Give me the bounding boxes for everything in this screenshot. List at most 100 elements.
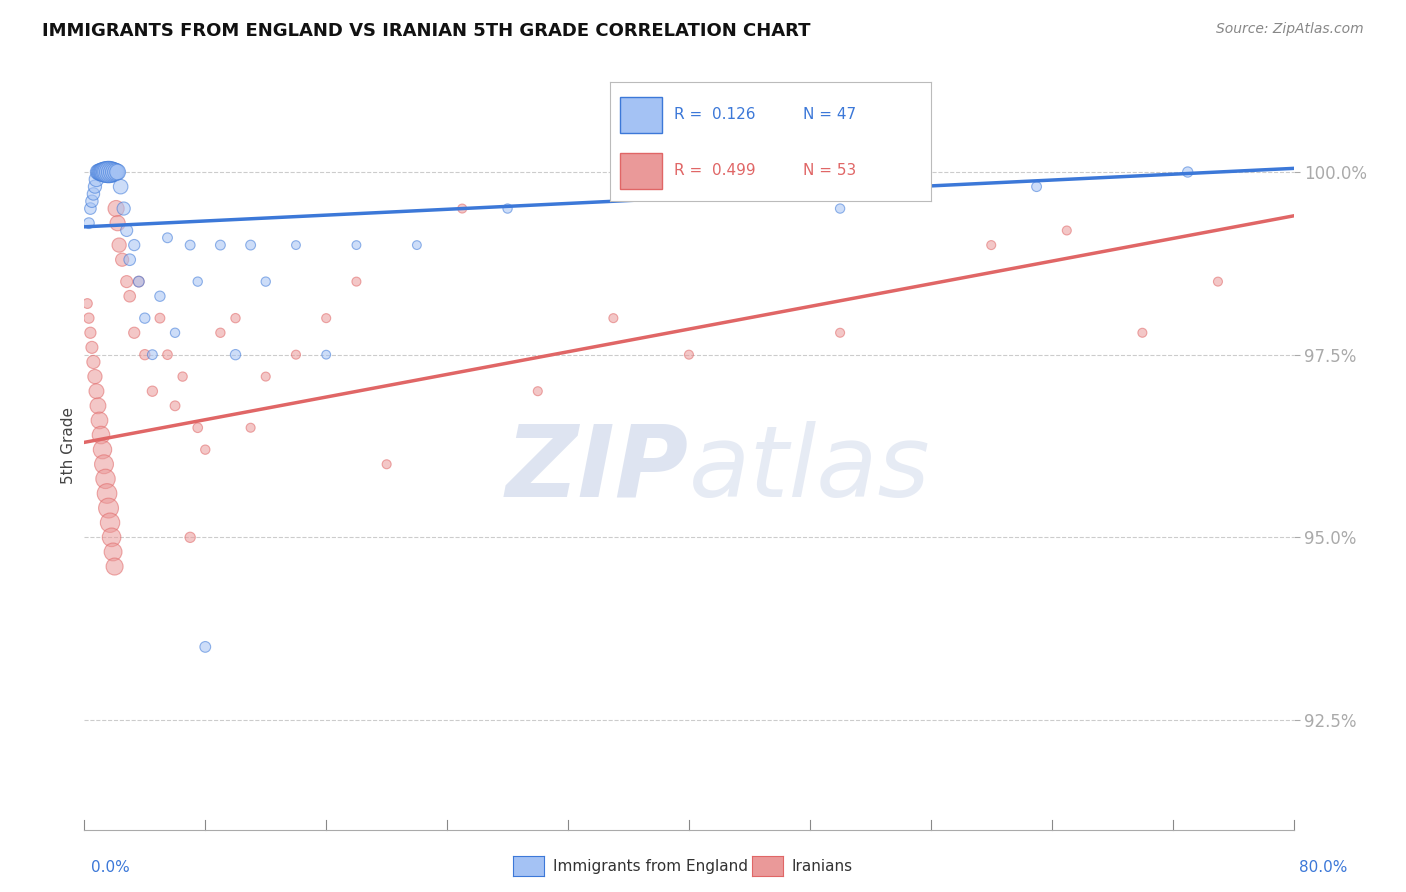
Point [87,399,110,413]
Point [141,384,163,399]
Point [527,384,550,399]
Point [346,275,368,289]
Point [100,530,122,544]
Point [179,238,201,252]
Point [101,165,124,179]
Point [830,202,852,216]
Point [105,202,128,216]
Point [111,252,134,267]
Point [451,202,474,216]
Point [118,252,141,267]
Point [101,545,124,559]
Point [90,165,112,179]
Point [602,311,624,326]
Point [980,238,1002,252]
Point [87,165,110,179]
Point [100,165,122,179]
Point [98,516,121,530]
Point [134,348,156,362]
Point [648,179,671,194]
Point [406,238,429,252]
Point [239,421,262,435]
Point [254,369,277,384]
Point [187,275,209,289]
Text: ZIP: ZIP [506,420,689,517]
Point [315,311,337,326]
Point [375,457,398,471]
Point [678,348,700,362]
Point [115,275,138,289]
Point [97,165,120,179]
Point [77,216,100,230]
Point [86,384,108,399]
Point [110,179,132,194]
Point [141,348,163,362]
Point [285,348,308,362]
Point [194,640,217,654]
Point [239,238,262,252]
Point [76,296,98,310]
Point [156,348,179,362]
Point [122,326,145,340]
Point [107,165,129,179]
Point [128,275,150,289]
Point [134,311,156,326]
Point [1056,223,1078,237]
Point [187,421,209,435]
Point [118,289,141,303]
Point [179,530,201,544]
Point [128,275,150,289]
Point [112,202,135,216]
Text: IMMIGRANTS FROM ENGLAND VS IRANIAN 5TH GRADE CORRELATION CHART: IMMIGRANTS FROM ENGLAND VS IRANIAN 5TH G… [42,22,811,40]
Point [315,348,337,362]
Point [77,311,100,326]
Point [84,179,107,194]
Point [122,238,145,252]
Point [82,355,104,369]
Point [149,311,172,326]
Y-axis label: 5th Grade: 5th Grade [60,408,76,484]
Point [254,275,277,289]
Point [108,238,131,252]
Point [79,202,101,216]
Point [97,501,120,516]
Text: 80.0%: 80.0% [1299,860,1347,874]
Point [80,340,103,354]
Point [1025,179,1047,194]
Point [149,289,172,303]
Text: 0.0%: 0.0% [91,860,131,874]
Point [96,165,118,179]
Point [165,326,187,340]
Point [93,457,115,471]
Text: Source: ZipAtlas.com: Source: ZipAtlas.com [1216,22,1364,37]
Point [194,442,217,457]
Point [98,165,121,179]
Point [84,369,107,384]
Point [172,369,194,384]
Point [225,348,247,362]
Point [209,238,232,252]
Point [89,165,111,179]
Point [1177,165,1199,179]
Point [91,165,114,179]
Point [79,326,101,340]
Point [93,165,115,179]
Point [89,413,111,427]
Point [94,165,117,179]
Point [107,216,129,230]
Point [105,165,128,179]
Point [94,472,117,486]
Point [96,486,118,500]
Text: Immigrants from England: Immigrants from England [553,859,748,873]
Point [80,194,103,209]
Point [86,172,108,186]
Point [156,231,179,245]
Point [225,311,247,326]
Point [285,238,308,252]
Point [104,165,127,179]
Point [90,428,112,442]
Point [82,186,104,201]
Point [830,326,852,340]
Text: Iranians: Iranians [792,859,852,873]
Point [115,223,138,237]
